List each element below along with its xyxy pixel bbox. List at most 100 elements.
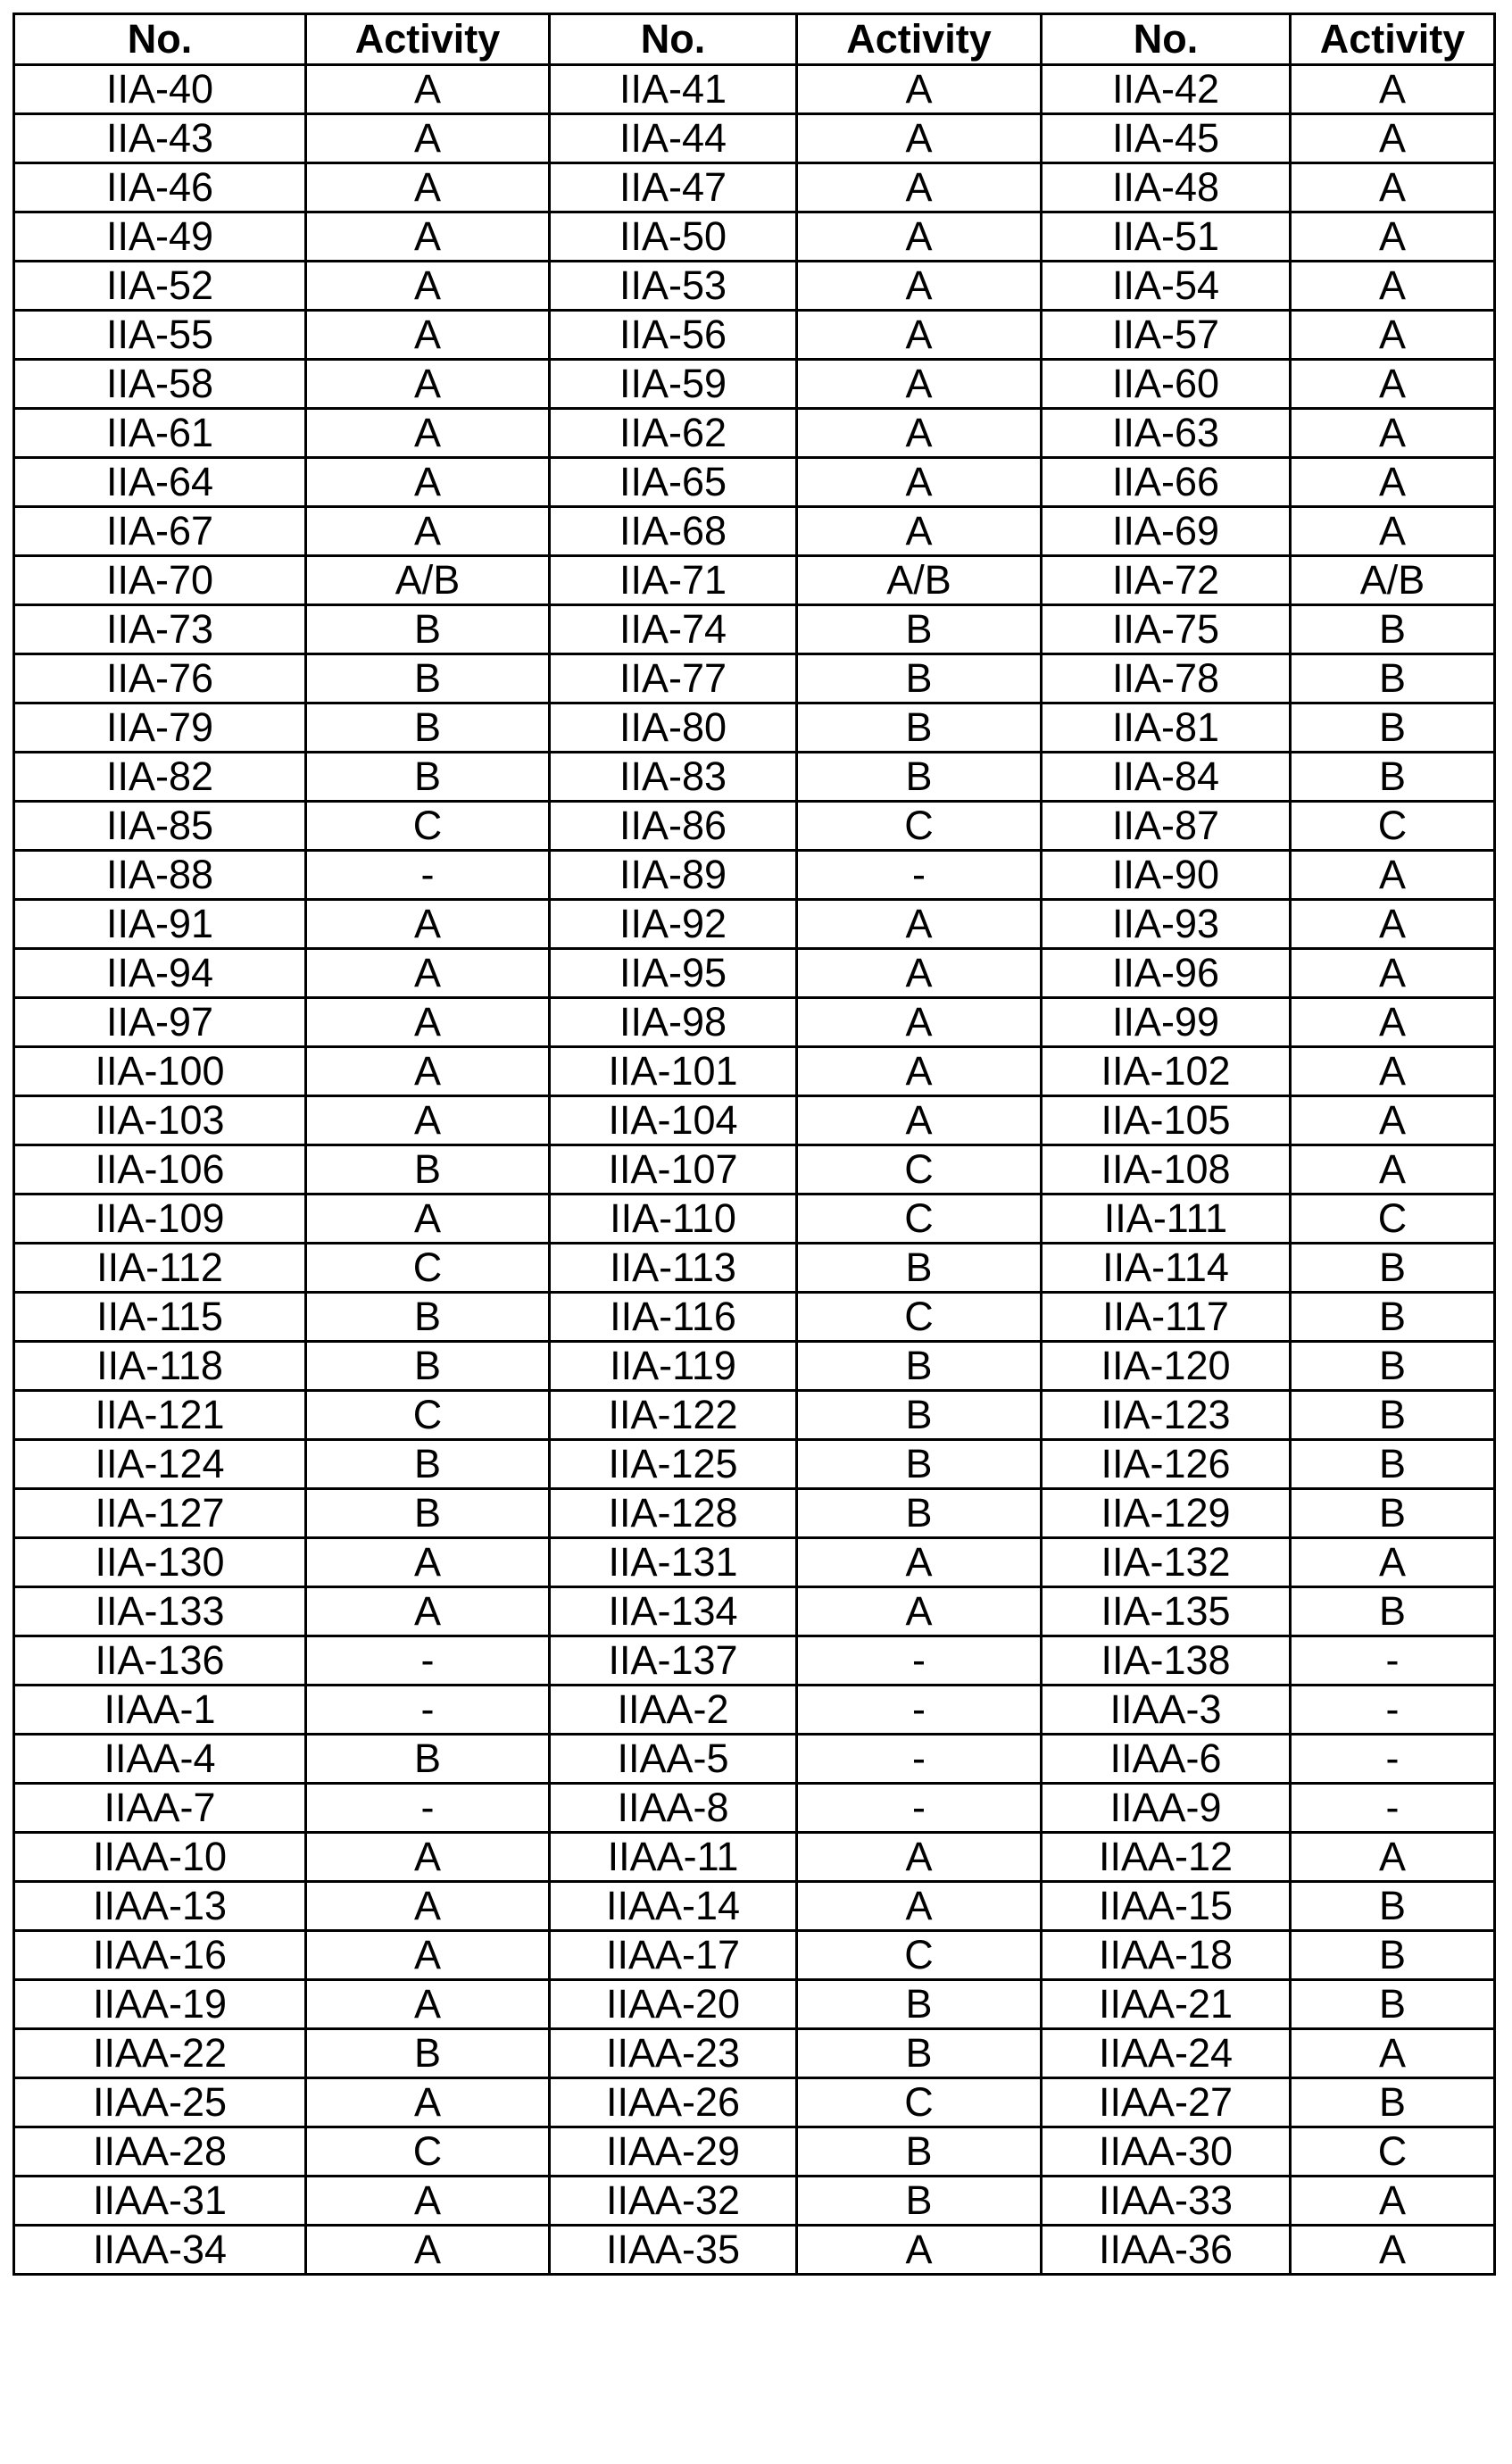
compound-number-cell: IIA-99 [1042,998,1291,1047]
activity-cell: A [1291,900,1495,949]
activity-cell: A [1291,2226,1495,2275]
activity-cell: C [1291,2127,1495,2177]
compound-number-cell: IIAA-13 [14,1882,306,1931]
compound-number-cell: IIAA-3 [1042,1686,1291,1735]
compound-number-cell: IIA-85 [14,802,306,851]
activity-cell: A/B [1291,556,1495,605]
activity-cell: A [1291,1096,1495,1145]
table-row: IIA-79BIIA-80BIIA-81B [14,703,1495,753]
activity-cell: A [306,1047,550,1096]
compound-number-cell: IIAA-5 [550,1735,797,1784]
activity-cell: A [797,360,1042,409]
compound-number-cell: IIA-131 [550,1538,797,1587]
table-row: IIA-82BIIA-83BIIA-84B [14,753,1495,802]
table-row: IIA-67AIIA-68AIIA-69A [14,507,1495,556]
activity-cell: A [1291,409,1495,458]
compound-number-cell: IIA-54 [1042,262,1291,311]
compound-number-cell: IIA-117 [1042,1293,1291,1342]
compound-number-cell: IIA-81 [1042,703,1291,753]
activity-cell: C [797,1195,1042,1244]
compound-number-cell: IIA-100 [14,1047,306,1096]
compound-number-cell: IIAA-2 [550,1686,797,1735]
compound-number-cell: IIA-128 [550,1489,797,1538]
activity-cell: A [306,458,550,507]
compound-number-cell: IIA-49 [14,212,306,262]
compound-number-cell: IIAA-22 [14,2029,306,2078]
activity-cell: C [797,1931,1042,1980]
activity-cell: A [1291,1833,1495,1882]
compound-number-cell: IIA-84 [1042,753,1291,802]
table-row: IIA-70A/BIIA-71A/BIIA-72A/B [14,556,1495,605]
header-row: No. Activity No. Activity No. Activity [14,14,1495,65]
activity-cell: A [1291,212,1495,262]
compound-number-cell: IIA-112 [14,1244,306,1293]
compound-number-cell: IIAA-29 [550,2127,797,2177]
compound-number-cell: IIA-105 [1042,1096,1291,1145]
compound-number-cell: IIA-44 [550,114,797,163]
activity-cell: B [1291,1391,1495,1440]
compound-number-cell: IIA-91 [14,900,306,949]
compound-number-cell: IIA-79 [14,703,306,753]
activity-cell: B [797,1391,1042,1440]
activity-cell: B [1291,753,1495,802]
table-row: IIA-100AIIA-101AIIA-102A [14,1047,1495,1096]
header-no: No. [1042,14,1291,65]
activity-cell: B [306,753,550,802]
compound-number-cell: IIA-119 [550,1342,797,1391]
compound-number-cell: IIA-73 [14,605,306,654]
table-row: IIA-58AIIA-59AIIA-60A [14,360,1495,409]
activity-cell: A [1291,507,1495,556]
activity-cell: A [797,114,1042,163]
activity-cell: A [306,1833,550,1882]
activity-cell: A [306,114,550,163]
table-row: IIA-40AIIA-41AIIA-42A [14,65,1495,114]
activity-cell: A [797,507,1042,556]
activity-cell: A [797,262,1042,311]
compound-number-cell: IIA-42 [1042,65,1291,114]
activity-cell: B [306,654,550,703]
compound-number-cell: IIAA-24 [1042,2029,1291,2078]
compound-number-cell: IIA-103 [14,1096,306,1145]
activity-cell: C [306,802,550,851]
activity-cell: B [1291,605,1495,654]
compound-number-cell: IIA-60 [1042,360,1291,409]
activity-cell: A [306,212,550,262]
compound-number-cell: IIA-127 [14,1489,306,1538]
activity-cell: A [306,163,550,212]
compound-number-cell: IIA-43 [14,114,306,163]
table-row: IIA-43AIIA-44AIIA-45A [14,114,1495,163]
compound-number-cell: IIA-46 [14,163,306,212]
compound-number-cell: IIA-114 [1042,1244,1291,1293]
compound-number-cell: IIA-138 [1042,1636,1291,1686]
activity-cell: A [306,1195,550,1244]
header-activity: Activity [797,14,1042,65]
activity-cell: B [797,753,1042,802]
compound-number-cell: IIA-95 [550,949,797,998]
activity-cell: - [1291,1784,1495,1833]
compound-number-cell: IIA-125 [550,1440,797,1489]
activity-cell: B [797,2177,1042,2226]
activity-cell: A [306,900,550,949]
table-row: IIA-136-IIA-137-IIA-138- [14,1636,1495,1686]
activity-cell: B [1291,1931,1495,1980]
activity-cell: B [306,1440,550,1489]
activity-cell: B [306,703,550,753]
compound-number-cell: IIAA-30 [1042,2127,1291,2177]
table-row: IIA-85CIIA-86CIIA-87C [14,802,1495,851]
compound-number-cell: IIAA-36 [1042,2226,1291,2275]
activity-cell: B [797,1440,1042,1489]
compound-number-cell: IIA-123 [1042,1391,1291,1440]
activity-cell: A [1291,262,1495,311]
activity-cell: A [306,2177,550,2226]
activity-cell: A [1291,163,1495,212]
compound-number-cell: IIA-115 [14,1293,306,1342]
header-no: No. [550,14,797,65]
activity-cell: A [1291,998,1495,1047]
compound-number-cell: IIA-80 [550,703,797,753]
compound-number-cell: IIAA-19 [14,1980,306,2029]
table-row: IIA-61AIIA-62AIIA-63A [14,409,1495,458]
table-row: IIA-76BIIA-77BIIA-78B [14,654,1495,703]
compound-number-cell: IIA-76 [14,654,306,703]
compound-number-cell: IIA-78 [1042,654,1291,703]
table-row: IIAA-4BIIAA-5-IIAA-6- [14,1735,1495,1784]
